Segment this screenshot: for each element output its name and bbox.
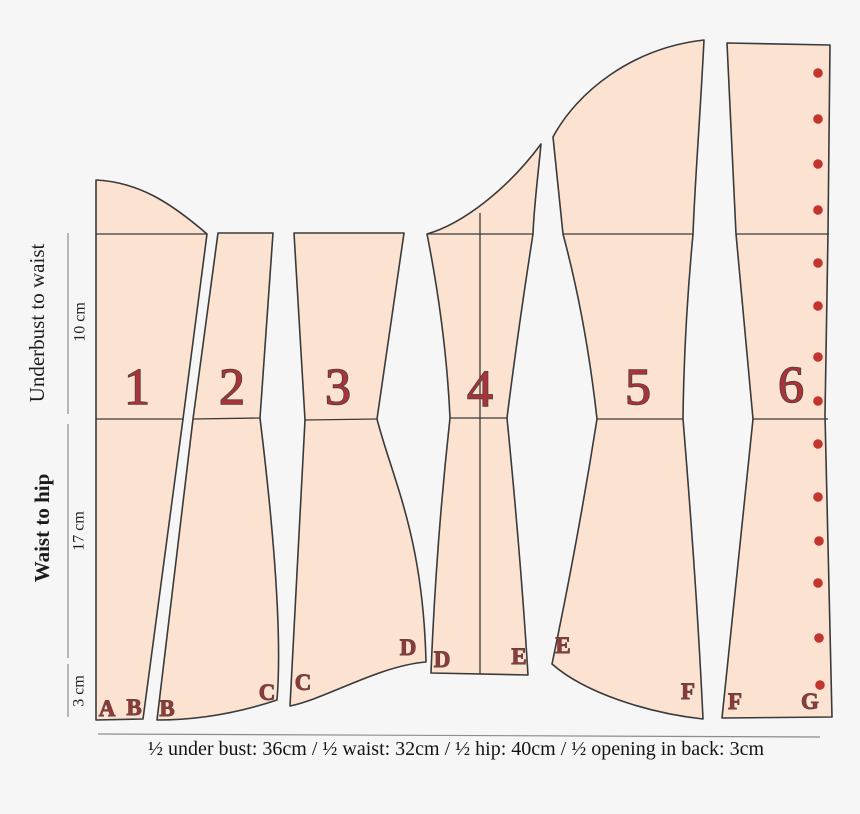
piece-5-outline: [551, 39, 705, 720]
pattern-piece-1: 1 A B: [95, 179, 208, 721]
piece-3-letter-C: C: [295, 670, 312, 695]
label-17cm: 17 cm: [71, 511, 88, 551]
label-waist-to-hip: Waist to hip: [30, 474, 54, 583]
grommet-dot: [813, 301, 823, 311]
piece-3-letter-D: D: [400, 635, 417, 660]
piece-3-number: 3: [325, 359, 351, 416]
pattern-piece-5: 5 E F: [551, 39, 705, 720]
piece-5-letter-E: E: [555, 633, 570, 658]
piece-4-number: 4: [467, 361, 493, 418]
pattern-piece-4: 4 D E: [426, 143, 542, 676]
caption-rule: [97, 733, 821, 738]
grommet-dot: [813, 578, 823, 588]
piece-5-number: 5: [625, 359, 651, 416]
piece-2-outline: [156, 232, 280, 721]
piece-2-letter-B: B: [159, 696, 174, 721]
piece-4-letter-D: D: [434, 647, 451, 672]
grommet-dot: [814, 536, 824, 546]
pattern-piece-2: 2 B C: [156, 232, 280, 721]
grommet-dots: [813, 68, 825, 690]
label-underbust-to-waist: Underbust to waist: [25, 244, 49, 403]
pattern-piece-3: 3 C D: [289, 232, 427, 707]
piece-4-letter-E: E: [511, 644, 526, 669]
piece-3-outline: [289, 232, 427, 707]
label-10cm: 10 cm: [72, 302, 89, 342]
piece-6-number: 6: [778, 357, 804, 414]
grommet-dot: [813, 396, 823, 406]
grommet-dot: [814, 633, 824, 643]
piece-4-outline: [426, 143, 542, 676]
grommet-dot: [815, 680, 825, 690]
grommet-dot: [813, 159, 823, 169]
piece-6-outline: [721, 42, 833, 719]
piece-1-number: 1: [124, 359, 150, 416]
pattern-piece-6: 6 F G: [721, 42, 833, 719]
caption-block: ½ under bust: 36cm / ½ waist: 32cm / ½ h…: [97, 733, 821, 760]
grommet-dot: [813, 492, 823, 502]
piece-5-letter-F: F: [681, 679, 695, 704]
grommet-dot: [813, 439, 823, 449]
piece-2-waist-line: [192, 417, 261, 420]
piece-2-letter-C: C: [259, 680, 276, 705]
grommet-dot: [813, 205, 823, 215]
piece-3-waist-line: [304, 418, 378, 421]
piece-6-letter-G: G: [801, 689, 819, 714]
grommet-dot: [813, 114, 823, 124]
piece-6-letter-F: F: [728, 689, 742, 714]
caption-text: ½ under bust: 36cm / ½ waist: 32cm / ½ h…: [148, 738, 764, 760]
piece-2-number: 2: [219, 359, 245, 416]
piece-1-letter-A: A: [99, 696, 116, 721]
piece-1-letter-B: B: [126, 695, 141, 720]
label-3cm: 3 cm: [71, 675, 88, 707]
grommet-dot: [813, 68, 823, 78]
grommet-dot: [813, 352, 823, 362]
grommet-dot: [813, 258, 823, 268]
left-axis: Underbust to waist 10 cm Waist to hip 17…: [25, 233, 89, 717]
